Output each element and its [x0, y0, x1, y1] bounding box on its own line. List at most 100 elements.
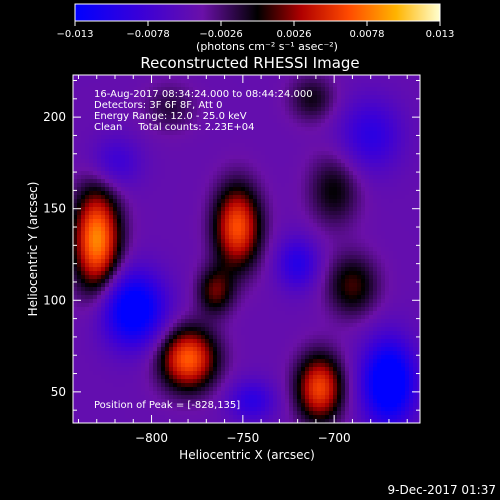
heatmap-cell: [185, 159, 189, 163]
heatmap-cell: [77, 191, 81, 195]
heatmap-cell: [389, 223, 393, 227]
heatmap-cell: [85, 179, 89, 183]
heatmap-cell: [293, 263, 297, 267]
heatmap-cell: [365, 231, 369, 235]
heatmap-cell: [213, 99, 217, 103]
heatmap-cell: [145, 83, 149, 87]
heatmap-cell: [97, 243, 101, 247]
heatmap-cell: [401, 139, 405, 143]
heatmap-cell: [249, 155, 253, 159]
heatmap-cell: [125, 183, 129, 187]
heatmap-cell: [209, 271, 213, 275]
heatmap-cell: [181, 83, 185, 87]
heatmap-cell: [233, 119, 237, 123]
heatmap-cell: [405, 179, 409, 183]
heatmap-cell: [317, 103, 321, 107]
heatmap-cell: [381, 111, 385, 115]
heatmap-cell: [133, 275, 137, 279]
heatmap-cell: [413, 299, 417, 303]
heatmap-cell: [105, 95, 109, 99]
heatmap-cell: [269, 111, 273, 115]
heatmap-cell: [317, 83, 321, 87]
heatmap-cell: [373, 175, 377, 179]
heatmap-cell: [129, 283, 133, 287]
heatmap-cell: [405, 263, 409, 267]
heatmap-cell: [129, 279, 133, 283]
heatmap-cell: [269, 271, 273, 275]
heatmap-cell: [161, 131, 165, 135]
heatmap-cell: [229, 215, 233, 219]
heatmap-cell: [105, 179, 109, 183]
heatmap-cell: [245, 163, 249, 167]
heatmap-cell: [273, 231, 277, 235]
heatmap-cell: [237, 199, 241, 203]
heatmap-cell: [337, 207, 341, 211]
heatmap-cell: [309, 267, 313, 271]
heatmap-cell: [217, 175, 221, 179]
heatmap-cell: [377, 83, 381, 87]
heatmap-cell: [177, 279, 181, 283]
heatmap-cell: [309, 227, 313, 231]
heatmap-cell: [401, 207, 405, 211]
heatmap-cell: [417, 147, 420, 151]
heatmap-cell: [129, 135, 133, 139]
heatmap-cell: [85, 139, 89, 143]
heatmap-cell: [257, 271, 261, 275]
heatmap-cell: [157, 111, 161, 115]
heatmap-cell: [349, 151, 353, 155]
heatmap-cell: [169, 211, 173, 215]
heatmap-cell: [149, 223, 153, 227]
heatmap-cell: [125, 151, 129, 155]
heatmap-cell: [201, 223, 205, 227]
heatmap-cell: [205, 75, 209, 79]
heatmap-cell: [89, 195, 93, 199]
heatmap-cell: [225, 275, 229, 279]
heatmap-cell: [253, 291, 257, 295]
heatmap-cell: [321, 131, 325, 135]
heatmap-cell: [137, 203, 141, 207]
heatmap-cell: [93, 167, 97, 171]
heatmap-cell: [297, 79, 301, 83]
heatmap-cell: [397, 107, 401, 111]
heatmap-cell: [217, 179, 221, 183]
heatmap-cell: [105, 271, 109, 275]
heatmap-cell: [117, 247, 121, 251]
heatmap-cell: [77, 291, 81, 295]
heatmap-cell: [77, 135, 81, 139]
heatmap-cell: [101, 239, 105, 243]
heatmap-cell: [401, 103, 405, 107]
heatmap-cell: [369, 271, 373, 275]
heatmap-cell: [125, 159, 129, 163]
heatmap-cell: [377, 163, 381, 167]
heatmap-cell: [149, 251, 153, 255]
heatmap-cell: [285, 143, 289, 147]
heatmap-cell: [309, 291, 313, 295]
heatmap-cell: [265, 291, 269, 295]
heatmap-cell: [281, 243, 285, 247]
heatmap-cell: [349, 203, 353, 207]
heatmap-cell: [225, 147, 229, 151]
heatmap-cell: [229, 119, 233, 123]
heatmap-cell: [325, 87, 329, 91]
heatmap-cell: [89, 295, 93, 299]
heatmap-cell: [277, 255, 281, 259]
heatmap-cell: [149, 255, 153, 259]
heatmap-cell: [365, 211, 369, 215]
heatmap-cell: [145, 151, 149, 155]
heatmap-cell: [233, 87, 237, 91]
heatmap-cell: [365, 79, 369, 83]
heatmap-cell: [257, 119, 261, 123]
heatmap-cell: [201, 183, 205, 187]
heatmap-cell: [149, 175, 153, 179]
heatmap-cell: [157, 167, 161, 171]
heatmap-cell: [133, 235, 137, 239]
heatmap-cell: [125, 127, 129, 131]
heatmap-cell: [217, 171, 221, 175]
heatmap-cell: [369, 155, 373, 159]
heatmap-cell: [341, 255, 345, 259]
heatmap-cell: [177, 195, 181, 199]
heatmap-cell: [385, 115, 389, 119]
heatmap-cell: [233, 239, 237, 243]
heatmap-cell: [321, 143, 325, 147]
heatmap-cell: [309, 195, 313, 199]
